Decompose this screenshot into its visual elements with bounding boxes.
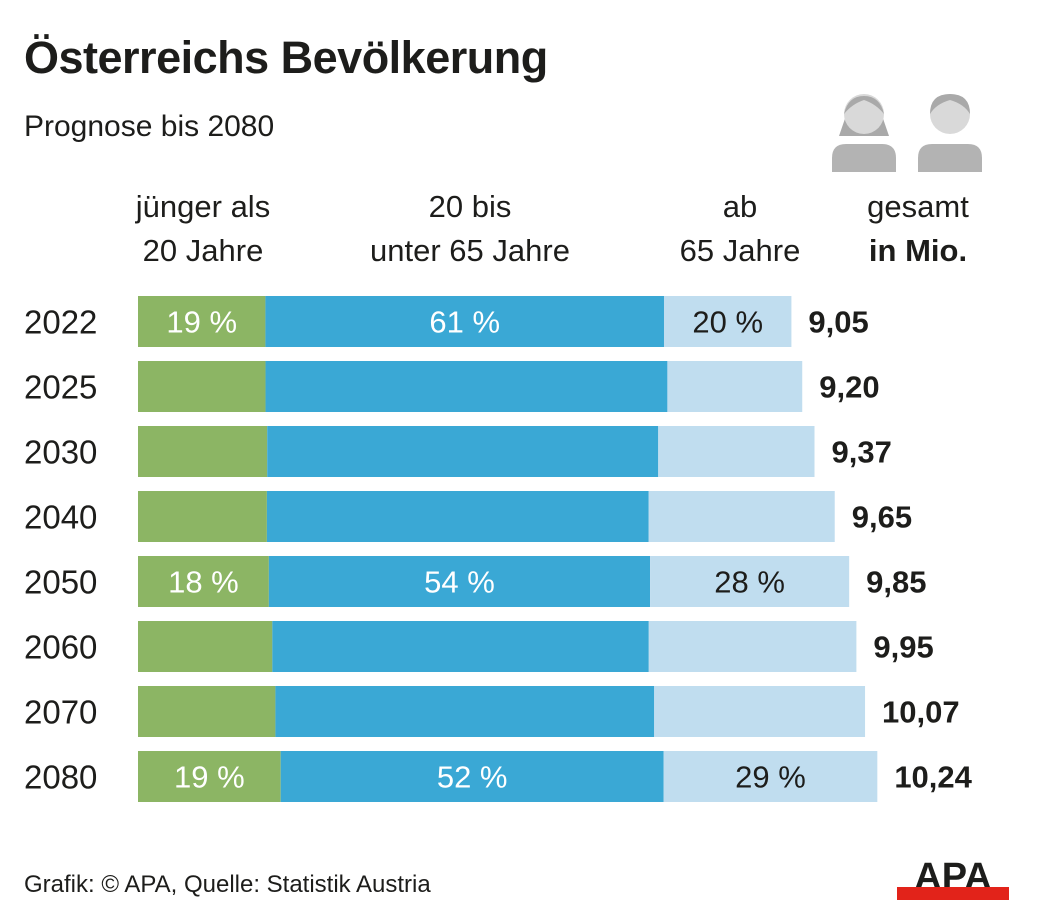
year-label: 2080	[24, 759, 97, 796]
bar-segment-middle	[268, 556, 651, 607]
segment-label-young: 19 %	[174, 760, 245, 795]
bar-segment-old	[650, 556, 850, 607]
bar-segment-old	[663, 296, 792, 347]
apa-logo: APA	[897, 858, 1009, 900]
bar-segment-young	[138, 296, 266, 347]
legend-middle-line2: unter 65 Jahre	[370, 233, 570, 268]
total-label: 9,95	[873, 630, 933, 665]
bar-segment-young	[138, 751, 281, 802]
bar-segment-middle	[275, 686, 655, 737]
bar-segment-old	[648, 621, 857, 672]
total-label: 9,20	[819, 370, 879, 405]
segment-label-middle: 52 %	[437, 760, 508, 795]
legend-young-line1: jünger als	[135, 189, 271, 224]
segment-label-young: 19 %	[166, 305, 237, 340]
bar-segment-young	[138, 491, 267, 542]
bar-segment-young	[138, 621, 273, 672]
year-label: 2050	[24, 564, 97, 601]
year-label: 2022	[24, 304, 97, 341]
apa-logo-bar	[897, 887, 1009, 900]
segment-label-middle: 54 %	[424, 565, 495, 600]
legend-total-line2: in Mio.	[868, 233, 968, 268]
total-label: 9,65	[852, 500, 912, 535]
legend-old-line1: ab	[722, 189, 758, 224]
bar-segment-young	[138, 556, 269, 607]
people-icons	[832, 94, 982, 172]
bar-segment-young	[138, 686, 276, 737]
bar-segment-young	[138, 361, 266, 412]
legend-old-line2: 65 Jahre	[679, 233, 801, 268]
year-label: 2070	[24, 694, 97, 731]
total-label: 10,07	[882, 695, 960, 730]
total-label: 10,24	[894, 760, 972, 795]
bar-segment-middle	[265, 296, 664, 347]
bar-segment-young	[138, 426, 268, 477]
bar-segment-middle	[267, 426, 659, 477]
segment-label-young: 18 %	[168, 565, 239, 600]
legend-young: jünger als 20 Jahre	[108, 185, 298, 273]
chart-title: Österreichs Bevölkerung	[24, 32, 548, 83]
bar-segment-middle	[280, 751, 664, 802]
bar-segment-old	[658, 426, 815, 477]
legend-old: ab 65 Jahre	[650, 185, 830, 273]
source-credit: Grafik: © APA, Quelle: Statistik Austria	[24, 871, 431, 898]
man-icon	[918, 94, 982, 172]
legend-total: gesamt in Mio.	[838, 185, 998, 273]
bar-segment-middle	[265, 361, 668, 412]
bar-segment-middle	[272, 621, 649, 672]
year-label: 2040	[24, 499, 97, 536]
total-label: 9,05	[808, 305, 868, 340]
year-label: 2025	[24, 369, 97, 406]
chart-subtitle: Prognose bis 2080	[24, 110, 275, 143]
bar-segment-middle	[266, 491, 649, 542]
segment-label-middle: 61 %	[429, 305, 500, 340]
year-label: 2030	[24, 434, 97, 471]
bar-segment-old	[667, 361, 803, 412]
segment-label-old: 29 %	[735, 760, 806, 795]
segment-label-old: 28 %	[714, 565, 785, 600]
woman-icon	[832, 94, 896, 172]
segment-label-old: 20 %	[692, 305, 763, 340]
legend-young-line2: 20 Jahre	[142, 233, 264, 268]
legend-middle: 20 bis unter 65 Jahre	[330, 185, 610, 273]
legend-total-line1: gesamt	[867, 189, 969, 224]
bar-segment-old	[654, 686, 866, 737]
legend-middle-line1: 20 bis	[428, 189, 512, 224]
total-label: 9,37	[832, 435, 892, 470]
bar-segment-old	[648, 491, 835, 542]
total-label: 9,85	[866, 565, 926, 600]
bar-segment-old	[663, 751, 878, 802]
year-label: 2060	[24, 629, 97, 666]
